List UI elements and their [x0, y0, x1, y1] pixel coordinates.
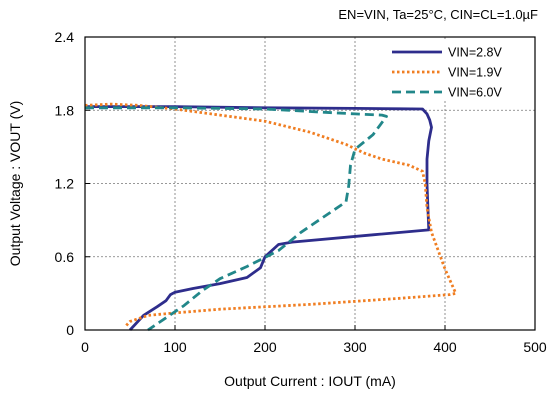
series-line-0 — [85, 105, 433, 331]
series-group — [84, 102, 458, 332]
chart-title: EN=VIN, Ta=25°C, CIN=CL=1.0µF — [338, 7, 538, 22]
y-axis-ticks: 0 0.6 1.2 1.8 2.4 — [55, 29, 90, 338]
x-tick-label-4: 400 — [433, 339, 457, 355]
legend-label-0: VIN=2.8V — [448, 46, 503, 60]
y-axis-label: Output Voltage : VOUT (V) — [7, 101, 23, 266]
legend-label-2: VIN=6.0V — [448, 86, 503, 100]
y-tick-label-1: 0.6 — [55, 249, 75, 265]
x-tick-label-1: 100 — [163, 339, 187, 355]
series-line-1 — [84, 102, 458, 328]
x-tick-label-2: 200 — [253, 339, 277, 355]
legend: VIN=2.8V VIN=1.9V VIN=6.0V — [384, 41, 530, 100]
y-tick-label-4: 2.4 — [55, 29, 75, 45]
x-tick-label-0: 0 — [81, 339, 89, 355]
series-line-2 — [85, 106, 388, 332]
x-axis-ticks: 0 100 200 300 400 500 — [81, 325, 547, 355]
legend-label-1: VIN=1.9V — [448, 66, 503, 80]
y-tick-label-2: 1.2 — [55, 176, 75, 192]
x-axis-label: Output Current : IOUT (mA) — [224, 373, 396, 389]
x-tick-label-3: 300 — [343, 339, 367, 355]
y-tick-label-3: 1.8 — [55, 102, 75, 118]
x-tick-label-5: 500 — [523, 339, 547, 355]
y-tick-label-0: 0 — [66, 322, 74, 338]
